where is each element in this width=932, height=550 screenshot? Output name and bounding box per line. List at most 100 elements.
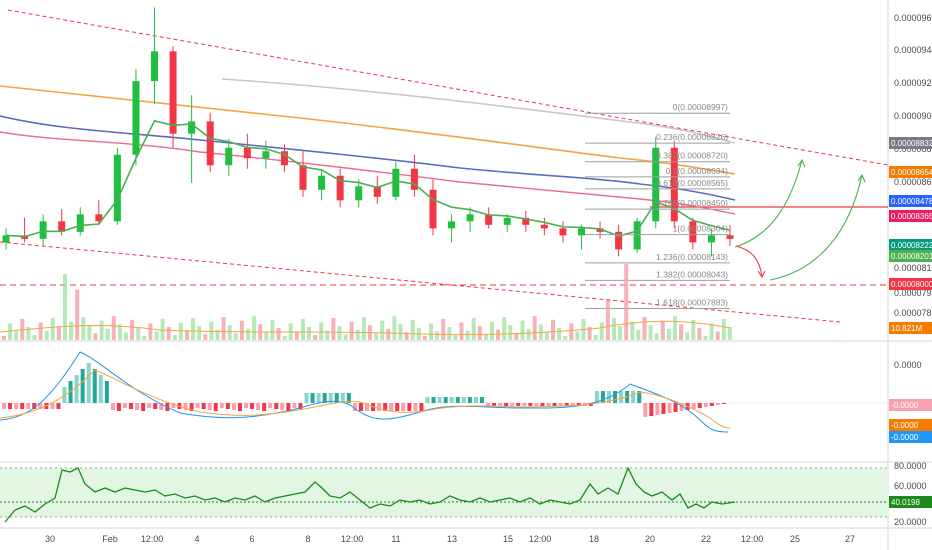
volume-bar [337, 326, 342, 340]
volume-bar [526, 328, 531, 340]
macd-bar [673, 403, 678, 412]
volume-bar [307, 327, 311, 340]
macd-bar [92, 369, 97, 403]
volume-bar [532, 316, 537, 340]
volume-bar [209, 321, 214, 340]
macd-bar [14, 403, 19, 409]
price-tick: 0.00009000 [894, 111, 932, 121]
macd-bar [225, 403, 230, 409]
rsi-tick: 20.0000 [894, 517, 927, 527]
macd-bar [250, 403, 255, 409]
macd-bar [619, 391, 624, 403]
volume-bar [563, 336, 568, 340]
macd-bar [159, 403, 164, 410]
macd-bar [56, 403, 61, 409]
volume-bar [496, 329, 501, 340]
price-tag [889, 210, 932, 222]
candle-body [429, 189, 437, 229]
volume-bar [654, 333, 659, 340]
macd-bar [449, 397, 454, 403]
volume-bar [111, 316, 116, 340]
ma-blue [0, 115, 736, 201]
macd-bar [346, 393, 351, 403]
time-tick: 27 [845, 534, 855, 544]
volume-bar [514, 333, 519, 340]
macd-bar [2, 403, 6, 409]
macd-bar [721, 403, 726, 404]
rsi-line [4, 466, 736, 523]
volume-bar [429, 323, 433, 340]
macd-bar [358, 403, 363, 411]
price-tick: 0.00007950 [894, 288, 932, 298]
price-tick: 0.00009200 [894, 78, 932, 88]
volume-bar [691, 319, 696, 340]
candle-body [373, 186, 381, 197]
macd-bar [153, 403, 158, 409]
candle-body [485, 214, 493, 225]
volume-bar [63, 274, 67, 340]
macd-bar [256, 403, 261, 410]
volume-bar [75, 289, 80, 340]
macd-tag [889, 431, 932, 443]
macd-bar [407, 403, 412, 411]
macd-bar [395, 403, 400, 411]
price-panel [2, 7, 734, 257]
macd-bar [715, 403, 720, 405]
macd-bar [74, 375, 79, 403]
time-tick: 13 [447, 534, 457, 544]
price-tag [889, 195, 932, 207]
volume-bar [215, 329, 220, 340]
volume-bar [319, 322, 324, 340]
volume-bar [99, 320, 104, 340]
volume-bar [386, 328, 391, 340]
price-tag-label: 0.00008478 [891, 197, 932, 206]
candle-body [726, 235, 734, 239]
rsi-tag [889, 496, 932, 508]
time-tick: 25 [790, 534, 800, 544]
macd-bar [207, 403, 212, 410]
projection-arrow-up-1 [734, 159, 803, 248]
macd-bar [655, 403, 660, 415]
candle-body [95, 214, 103, 222]
candle-body [299, 165, 307, 190]
price-tick: 0.00007830 [894, 308, 932, 318]
volume-bar [294, 331, 299, 340]
volume-bar [160, 318, 165, 340]
macd-bar [564, 403, 569, 406]
volume-bar [93, 333, 98, 340]
macd-bar [298, 403, 303, 409]
macd-bar [613, 391, 618, 403]
volume-bar [648, 325, 653, 340]
macd-bar [377, 403, 382, 411]
macd-bar [244, 403, 248, 408]
price-tag-label: 0.00008365 [891, 212, 932, 221]
macd-bar [322, 393, 327, 403]
macd-bar [510, 403, 515, 406]
volume-bar [715, 331, 720, 340]
volume-bar [374, 333, 379, 340]
macd-bar [643, 403, 648, 417]
candle-body [188, 121, 196, 134]
macd-bar [425, 397, 430, 403]
time-tick: 20 [645, 534, 655, 544]
price-tag-label: 10.821M [891, 324, 922, 333]
volume-bar [551, 319, 555, 340]
macd-bar [661, 403, 666, 414]
volume-bar [50, 318, 55, 340]
volume-bar [124, 332, 128, 340]
macd-bar [546, 403, 551, 406]
volume-bar [69, 321, 74, 340]
fib-label: 0.236(0.00008826) [656, 132, 728, 142]
volume-bar [38, 322, 43, 340]
macd-bar [231, 403, 236, 410]
macd-bar [540, 403, 545, 406]
volume-bar [331, 318, 336, 340]
macd-bar [522, 403, 527, 406]
macd-bar [129, 403, 134, 409]
signal-line [0, 369, 731, 429]
macd-bar [467, 397, 472, 403]
macd-bar [50, 403, 55, 409]
volume-bar [453, 335, 458, 340]
macd-bar [274, 403, 279, 409]
macd-bar [334, 393, 339, 403]
